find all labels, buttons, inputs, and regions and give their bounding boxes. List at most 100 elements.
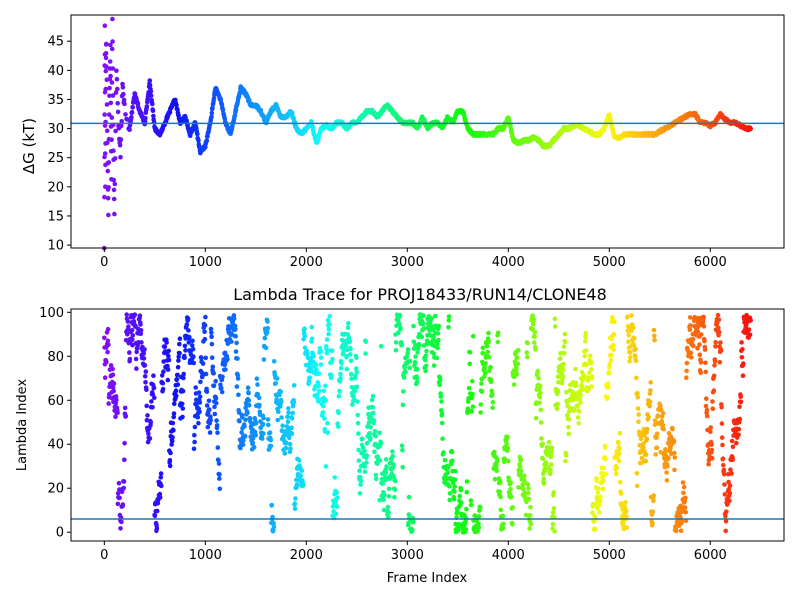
lambda-point xyxy=(105,349,110,355)
lambda-point xyxy=(727,498,732,504)
lambda-point xyxy=(161,359,166,364)
lambda-point xyxy=(286,410,291,416)
lambda-point xyxy=(587,353,593,359)
lambda-point xyxy=(711,388,717,393)
lambda-point xyxy=(547,471,553,477)
lambda-point xyxy=(143,380,148,385)
lambda-point xyxy=(626,332,631,338)
lambda-trace-y-label: Lambda Index xyxy=(15,379,30,472)
lambda-point xyxy=(161,369,166,375)
lambda-point xyxy=(552,529,557,534)
lambda-point xyxy=(373,476,379,482)
lambda-point xyxy=(550,521,556,527)
lambda-point xyxy=(699,332,704,337)
lambda-point xyxy=(518,469,524,474)
lambda-point xyxy=(684,375,689,381)
lambda-point xyxy=(702,347,708,352)
lambda-point xyxy=(608,358,614,363)
lambda-point xyxy=(284,440,289,446)
lambda-point xyxy=(577,396,583,402)
delta-g-point xyxy=(143,115,148,121)
delta-g-point xyxy=(104,128,110,134)
lambda-point xyxy=(560,373,566,379)
lambda-point xyxy=(354,369,360,375)
lambda-point xyxy=(150,405,155,410)
lambda-point xyxy=(470,333,476,339)
lambda-point xyxy=(364,453,370,458)
lambda-point xyxy=(587,370,592,375)
lambda-point xyxy=(435,345,440,351)
lambda-point xyxy=(117,495,122,501)
lambda-point xyxy=(684,360,690,366)
lambda-point xyxy=(464,506,469,512)
lambda-point xyxy=(134,349,139,355)
lambda-point xyxy=(348,371,354,377)
delta-g-point xyxy=(233,107,239,113)
lambda-point xyxy=(105,326,111,332)
lambda-point xyxy=(626,339,631,345)
lambda-point xyxy=(470,404,476,409)
lambda-point xyxy=(433,313,438,319)
lambda-point xyxy=(441,450,446,455)
lambda-point xyxy=(279,399,284,405)
lambda-point xyxy=(652,333,657,339)
lambda-point xyxy=(584,362,589,367)
lambda-point xyxy=(239,430,244,435)
delta-g-axes-frame xyxy=(70,14,785,249)
lambda-point xyxy=(514,371,520,377)
lambda-point xyxy=(665,463,670,469)
lambda-point xyxy=(363,339,369,345)
lambda-point xyxy=(681,484,687,490)
lambda-point xyxy=(174,393,179,399)
lambda-point xyxy=(533,347,538,352)
lambda-point xyxy=(245,410,250,416)
lambda-point xyxy=(271,520,276,526)
lambda-point xyxy=(598,494,603,500)
lambda-point xyxy=(635,390,640,396)
lambda-point xyxy=(237,418,242,424)
lambda-point xyxy=(333,511,339,517)
lambda-point xyxy=(399,443,405,449)
lambda-point xyxy=(664,478,670,483)
lambda-point xyxy=(233,349,239,354)
lambda-point xyxy=(518,457,524,463)
y-tick-label: 15 xyxy=(47,209,64,224)
delta-g-point xyxy=(103,86,108,92)
lambda-point xyxy=(212,404,217,410)
lambda-point xyxy=(434,355,440,361)
delta-g-point xyxy=(111,187,117,193)
lambda-point xyxy=(372,449,377,455)
delta-g-point xyxy=(291,116,297,121)
lambda-point xyxy=(351,393,356,399)
delta-g-plot: 0 1000 2000 3000 4000 5000 6000 10 15 20 25 30 35 40… xyxy=(20,14,785,270)
lambda-point xyxy=(612,319,617,325)
lambda-point xyxy=(414,375,420,381)
lambda-point xyxy=(338,375,343,381)
lambda-point xyxy=(222,362,228,368)
lambda-point xyxy=(121,485,126,491)
lambda-point xyxy=(439,399,444,404)
delta-g-point xyxy=(151,113,156,119)
lambda-point xyxy=(307,375,313,381)
lambda-trace-axes-frame xyxy=(70,308,785,542)
lambda-point xyxy=(588,359,594,365)
lambda-point xyxy=(505,434,510,440)
delta-g-point xyxy=(119,123,124,129)
delta-g-point xyxy=(106,212,111,218)
lambda-point xyxy=(189,343,195,348)
lambda-point xyxy=(390,449,395,454)
lambda-point xyxy=(196,390,202,395)
lambda-point xyxy=(113,414,118,420)
lambda-point xyxy=(617,451,622,456)
delta-g-point xyxy=(108,73,113,79)
lambda-point xyxy=(435,341,440,347)
lambda-point xyxy=(719,404,724,410)
lambda-point xyxy=(191,360,196,366)
lambda-point xyxy=(250,440,256,446)
lambda-point xyxy=(562,351,567,356)
lambda-point xyxy=(177,341,182,347)
lambda-point xyxy=(495,339,501,345)
lambda-point xyxy=(722,492,728,497)
lambda-point xyxy=(561,361,566,367)
lambda-point xyxy=(651,327,657,333)
